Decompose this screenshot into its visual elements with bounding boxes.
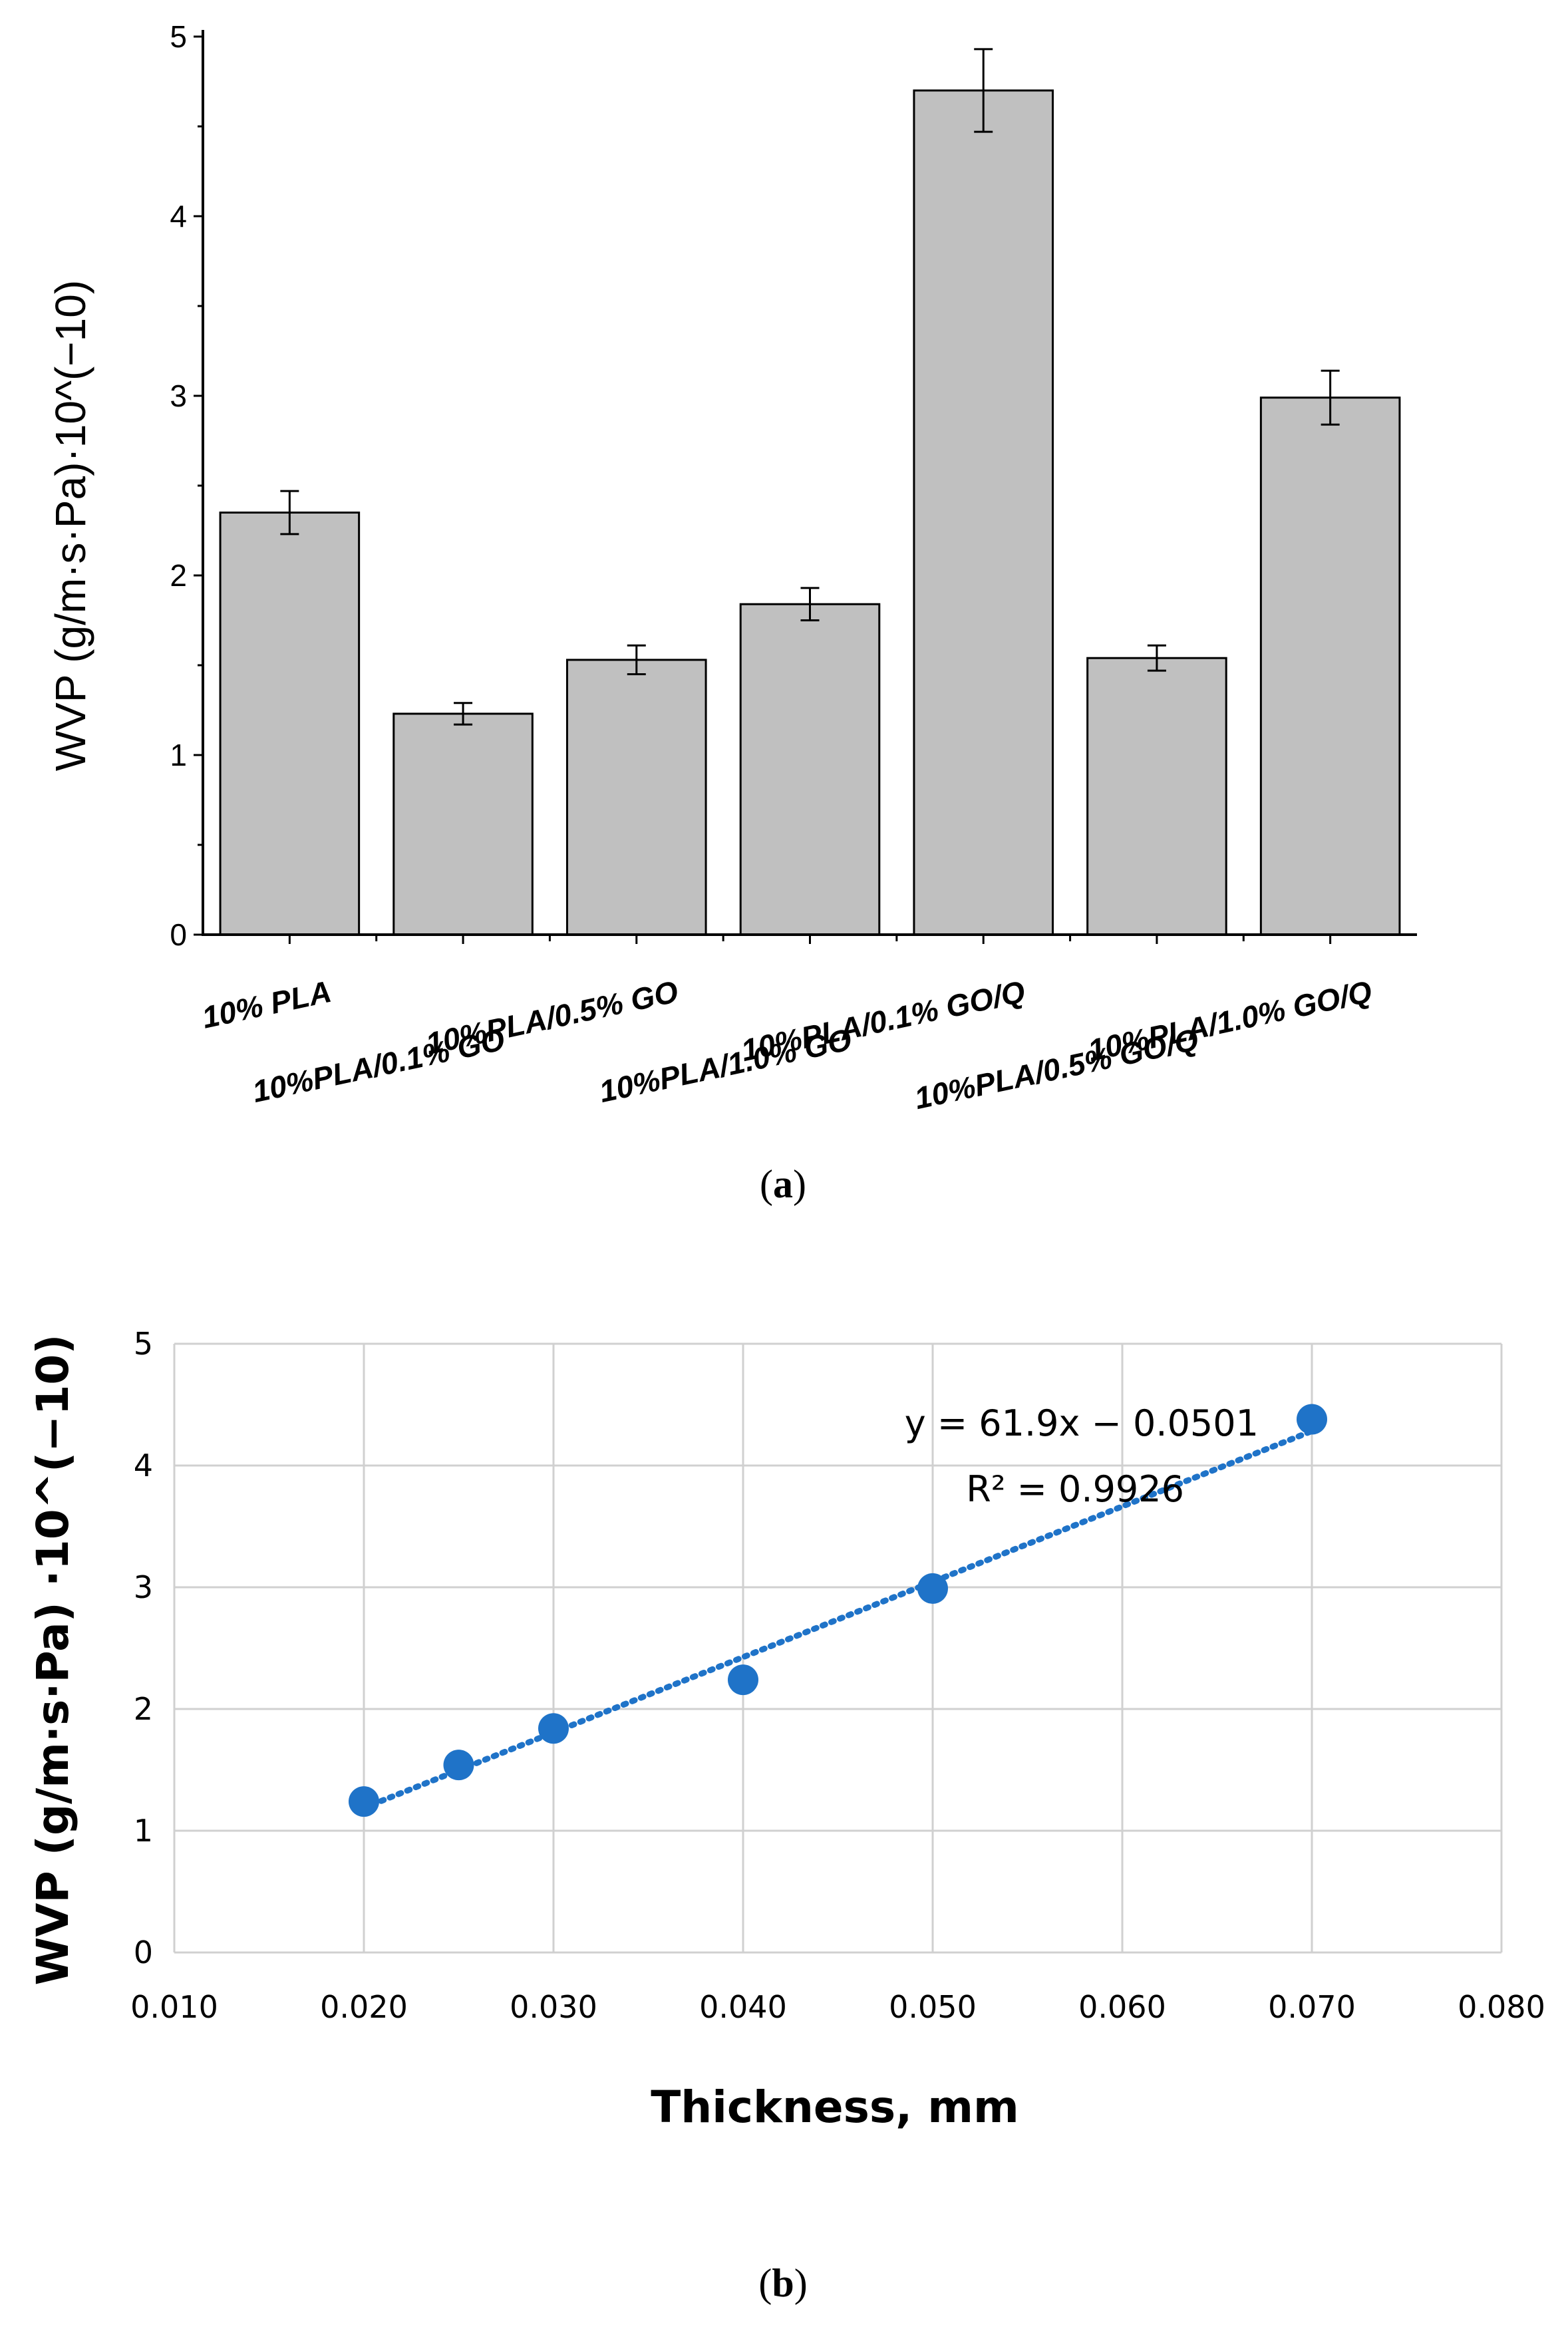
x-tick-label: 0.020 — [320, 1989, 408, 2025]
x-tick-label: 0.060 — [1078, 1989, 1166, 2025]
data-points — [349, 1404, 1327, 1817]
y-tick-label: 5 — [134, 1326, 153, 1362]
x-ticks: 0.010 0.020 0.030 0.040 0.050 0.060 0.070 0.080 — [130, 1989, 1545, 2025]
bar-series — [219, 89, 1401, 936]
y-ticks: 0 1 2 3 4 5 — [134, 1326, 153, 1970]
caption-a-open: ( — [760, 1162, 773, 1206]
data-point — [1297, 1404, 1327, 1435]
bar — [392, 712, 534, 936]
x-tick-label: 0.040 — [699, 1989, 787, 2025]
y-axis-label-b: WVP (g/m·s·Pa) ·10^(−10) — [27, 1334, 78, 1986]
category-label: 10%PLA/0.5% GO — [422, 974, 681, 1061]
trendline-equation: y = 61.9x − 0.0501 — [905, 1402, 1259, 1444]
caption-b-open: ( — [758, 2261, 772, 2305]
bar — [1259, 396, 1401, 936]
bar — [219, 512, 361, 936]
x-tick-label: 0.070 — [1268, 1989, 1356, 2025]
data-point — [728, 1664, 758, 1696]
error-bars — [280, 48, 1340, 726]
caption-b-letter: b — [772, 2261, 794, 2305]
x-axis-label-b: Thickness, mm — [651, 2082, 1019, 2133]
y-tick-label: 2 — [170, 558, 187, 593]
trendline — [361, 1428, 1315, 1811]
caption-b: (b) — [758, 2261, 807, 2305]
data-point — [349, 1786, 379, 1817]
y-tick-label: 0 — [134, 1935, 153, 1970]
y-tick-label: 3 — [134, 1569, 153, 1605]
y-tick-label: 5 — [170, 19, 187, 54]
data-point — [538, 1713, 569, 1744]
category-label: 10%PLA/1.0% GO/Q — [1085, 974, 1375, 1068]
category-label: 10%PLA/0.1% GO/Q — [738, 974, 1028, 1068]
caption-b-close: ) — [794, 2261, 808, 2305]
y-tick-label: 1 — [170, 738, 187, 772]
y-tick-label: 1 — [134, 1813, 153, 1849]
gridlines — [173, 1342, 1503, 1954]
category-label: 10% PLA — [199, 974, 334, 1035]
x-tick-label: 0.050 — [889, 1989, 977, 2025]
bar — [913, 89, 1054, 936]
bar — [739, 603, 881, 936]
y-ticks: 0 1 2 3 4 5 — [170, 19, 203, 952]
data-point — [917, 1573, 948, 1604]
x-tick-label: 0.080 — [1458, 1989, 1545, 2025]
caption-a: (a) — [760, 1162, 806, 1206]
caption-a-close: ) — [793, 1162, 806, 1206]
x-tick-label: 0.030 — [510, 1989, 597, 2025]
y-tick-label: 2 — [134, 1691, 153, 1727]
data-point — [443, 1750, 474, 1781]
y-tick-label: 4 — [170, 199, 187, 233]
bar — [566, 659, 707, 936]
y-axis-label-a: WVP (g/m·s·Pa)·10^(−10) — [47, 280, 94, 771]
r-squared-label: R² = 0.9926 — [966, 1468, 1184, 1510]
x-tick-label: 0.010 — [130, 1989, 218, 2025]
caption-a-letter: a — [773, 1162, 793, 1206]
y-tick-label: 0 — [170, 917, 187, 952]
y-tick-label: 3 — [170, 379, 187, 413]
bar — [1086, 657, 1227, 936]
y-tick-label: 4 — [134, 1448, 153, 1483]
